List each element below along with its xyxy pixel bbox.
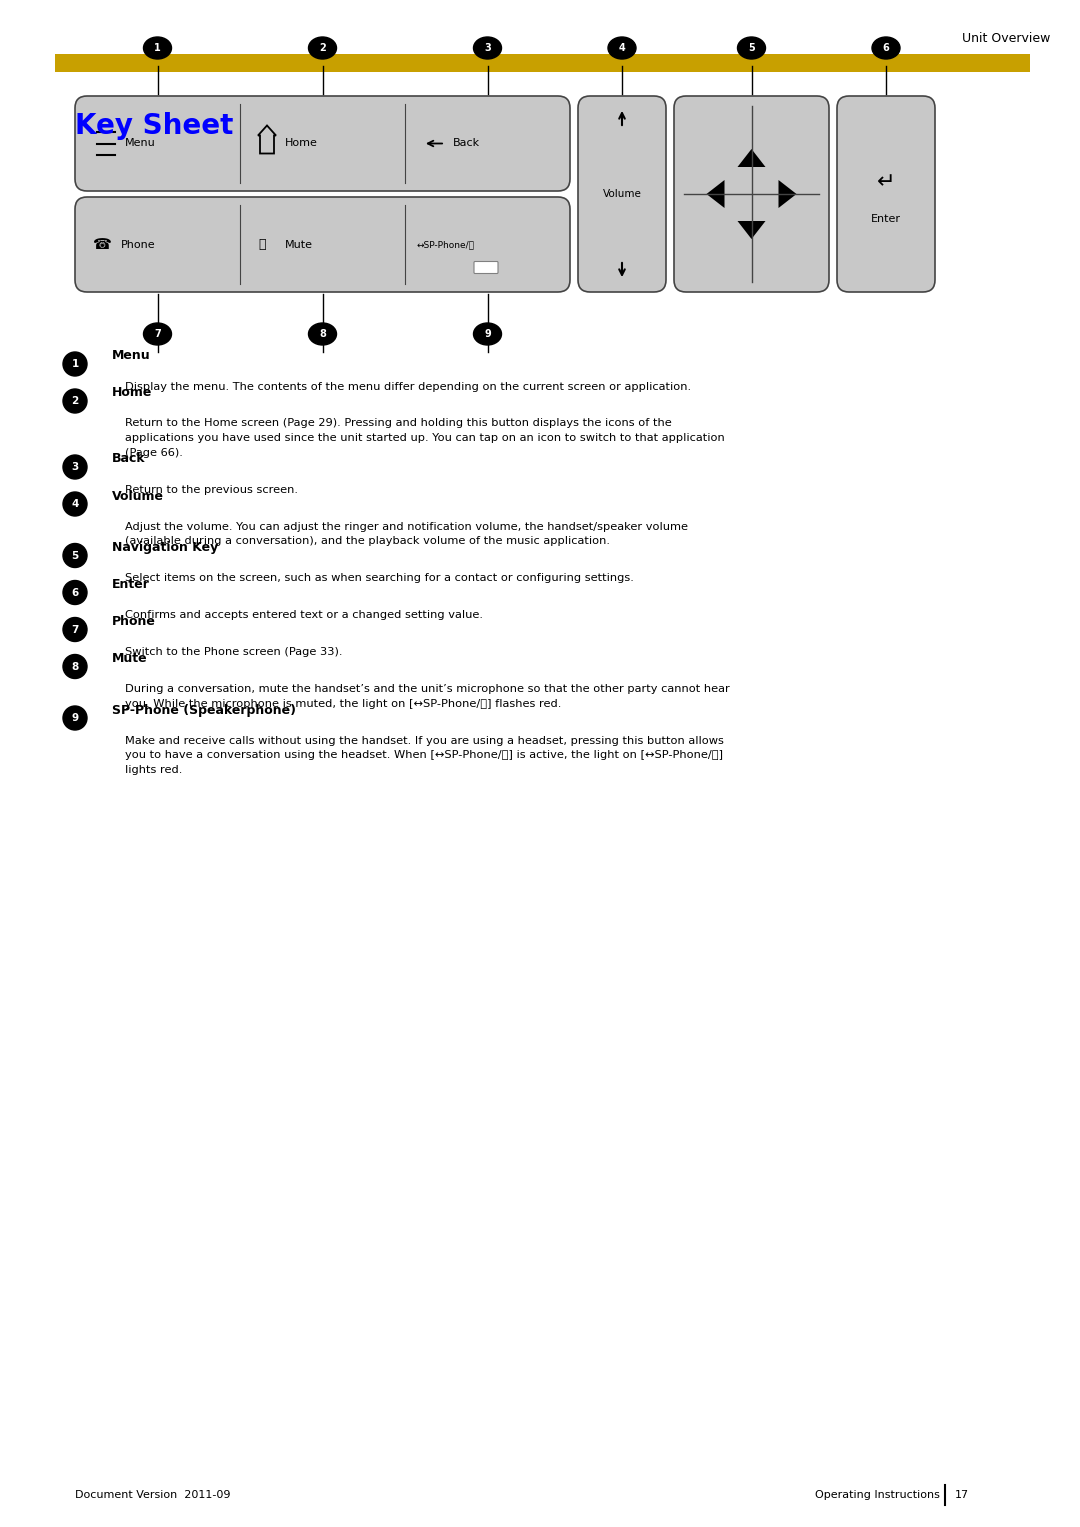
FancyBboxPatch shape [474,261,498,273]
Text: 1: 1 [154,43,161,53]
Text: 3: 3 [484,43,491,53]
Text: 4: 4 [71,499,79,508]
FancyBboxPatch shape [837,96,935,292]
Text: 1: 1 [71,359,79,370]
Polygon shape [738,150,766,166]
Polygon shape [706,180,725,208]
Text: you to have a conversation using the headset. When [↔SP-Phone/🎧] is active, the : you to have a conversation using the hea… [125,750,723,760]
Text: Make and receive calls without using the handset. If you are using a headset, pr: Make and receive calls without using the… [125,736,724,745]
Text: you. While the microphone is muted, the light on [↔SP-Phone/🎧] flashes red.: you. While the microphone is muted, the … [125,698,562,709]
Text: lights red.: lights red. [125,765,183,774]
Text: 🎙: 🎙 [258,238,266,250]
Ellipse shape [872,37,900,60]
Text: Display the menu. The contents of the menu differ depending on the current scree: Display the menu. The contents of the me… [125,382,691,391]
Circle shape [63,389,87,412]
Text: Menu: Menu [125,139,156,148]
Text: Volume: Volume [112,490,164,502]
Text: Enter: Enter [112,579,150,591]
Text: Return to the previous screen.: Return to the previous screen. [125,484,298,495]
Text: Phone: Phone [112,615,156,628]
Text: Operating Instructions: Operating Instructions [815,1490,940,1500]
Ellipse shape [309,37,337,60]
Polygon shape [779,180,797,208]
Text: 2: 2 [319,43,326,53]
Text: 3: 3 [71,463,79,472]
Text: Navigation Key: Navigation Key [112,541,218,554]
Ellipse shape [144,37,172,60]
Text: ↔SP-Phone/🎧: ↔SP-Phone/🎧 [417,240,475,249]
Text: Back: Back [453,139,481,148]
FancyBboxPatch shape [75,197,570,292]
Text: ↵: ↵ [877,173,895,192]
Ellipse shape [473,37,501,60]
Text: SP-Phone (Speakerphone): SP-Phone (Speakerphone) [112,704,296,716]
Text: Mute: Mute [112,652,148,664]
Circle shape [63,580,87,605]
Text: 8: 8 [319,328,326,339]
Text: Mute: Mute [285,240,313,249]
Text: Select items on the screen, such as when searching for a contact or configuring : Select items on the screen, such as when… [125,573,634,583]
Text: 8: 8 [71,661,79,672]
Text: Confirms and accepts entered text or a changed setting value.: Confirms and accepts entered text or a c… [125,609,483,620]
Text: 5: 5 [71,551,79,560]
Circle shape [63,455,87,479]
Text: (available during a conversation), and the playback volume of the music applicat: (available during a conversation), and t… [125,536,610,547]
Text: applications you have used since the unit started up. You can tap on an icon to : applications you have used since the uni… [125,434,725,443]
FancyBboxPatch shape [578,96,666,292]
Text: (Page 66).: (Page 66). [125,447,183,458]
Text: 4: 4 [619,43,625,53]
Circle shape [63,353,87,376]
Text: 6: 6 [882,43,889,53]
Text: 9: 9 [71,713,79,722]
Text: 7: 7 [154,328,161,339]
Polygon shape [738,221,766,240]
Ellipse shape [473,324,501,345]
Ellipse shape [738,37,766,60]
Circle shape [63,492,87,516]
Text: Adjust the volume. You can adjust the ringer and notification volume, the handse: Adjust the volume. You can adjust the ri… [125,522,688,531]
Text: Home: Home [112,386,152,400]
Text: ☎: ☎ [93,237,112,252]
Text: Volume: Volume [603,189,642,199]
Text: Key Sheet: Key Sheet [75,111,233,140]
Text: Return to the Home screen (Page 29). Pressing and holding this button displays t: Return to the Home screen (Page 29). Pre… [125,418,672,429]
Text: Switch to the Phone screen (Page 33).: Switch to the Phone screen (Page 33). [125,647,342,657]
FancyBboxPatch shape [55,53,1030,72]
Text: 6: 6 [71,588,79,597]
FancyBboxPatch shape [674,96,829,292]
Text: 5: 5 [748,43,755,53]
Circle shape [63,705,87,730]
Text: Home: Home [285,139,318,148]
Text: 17: 17 [955,1490,969,1500]
Text: During a conversation, mute the handset’s and the unit’s microphone so that the : During a conversation, mute the handset’… [125,684,730,693]
Text: Unit Overview: Unit Overview [961,32,1050,44]
Ellipse shape [144,324,172,345]
Circle shape [63,617,87,641]
Text: 9: 9 [484,328,491,339]
Text: Menu: Menu [112,350,150,362]
Text: 2: 2 [71,395,79,406]
Circle shape [63,655,87,678]
Text: Back: Back [112,452,146,466]
Text: Document Version  2011-09: Document Version 2011-09 [75,1490,230,1500]
Text: 7: 7 [71,625,79,635]
Ellipse shape [309,324,337,345]
Circle shape [63,544,87,568]
Text: Enter: Enter [870,214,901,224]
Text: Phone: Phone [121,240,156,249]
FancyBboxPatch shape [75,96,570,191]
Ellipse shape [608,37,636,60]
